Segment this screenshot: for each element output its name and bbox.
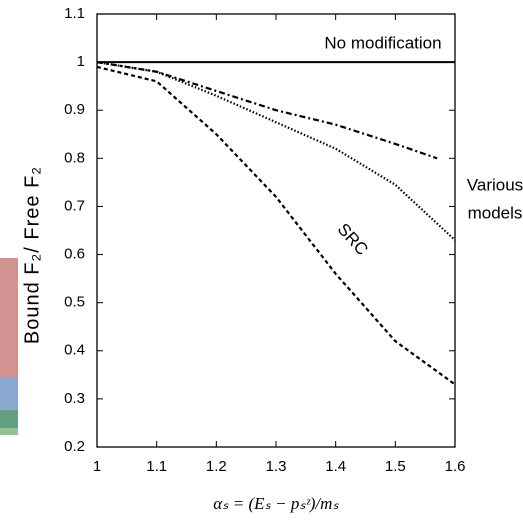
y-tick-label: 0.2: [64, 438, 85, 455]
data-line: [96, 61, 438, 160]
x-tick-label: 1.2: [206, 458, 227, 475]
y-tick-label: 0.8: [64, 149, 85, 166]
x-axis-label: αₛ = (Eₛ − pₛᶻ)/mₛ: [213, 494, 339, 513]
plot-frame: [96, 13, 456, 448]
y-tick-label: 0.4: [64, 342, 85, 359]
annotation: SRC: [334, 220, 372, 259]
x-tick-label: 1: [93, 458, 101, 475]
background-fragment: [0, 258, 18, 435]
data-line: [96, 61, 456, 241]
y-tick-label: 0.6: [64, 246, 85, 263]
x-tick-label: 1.6: [445, 458, 466, 475]
y-tick-label: 0.7: [64, 197, 85, 214]
y-axis-label: Bound F₂/ Free F₂: [21, 166, 43, 344]
y-tick-label: 0.5: [64, 294, 85, 311]
x-tick-label: 1.5: [385, 458, 406, 475]
x-tick-label: 1.3: [266, 458, 287, 475]
y-tick-label: 1: [77, 53, 85, 70]
annotation: No modification: [324, 33, 441, 52]
annotation: Various: [467, 175, 523, 194]
data-line: [96, 65, 456, 386]
y-tick-label: 1.1: [64, 5, 85, 22]
x-tick-label: 1.4: [325, 458, 346, 475]
y-tick-label: 0.9: [64, 101, 85, 118]
x-tick-label: 1.1: [146, 458, 167, 475]
y-tick-label: 0.3: [64, 390, 85, 407]
annotation: models: [468, 203, 523, 222]
